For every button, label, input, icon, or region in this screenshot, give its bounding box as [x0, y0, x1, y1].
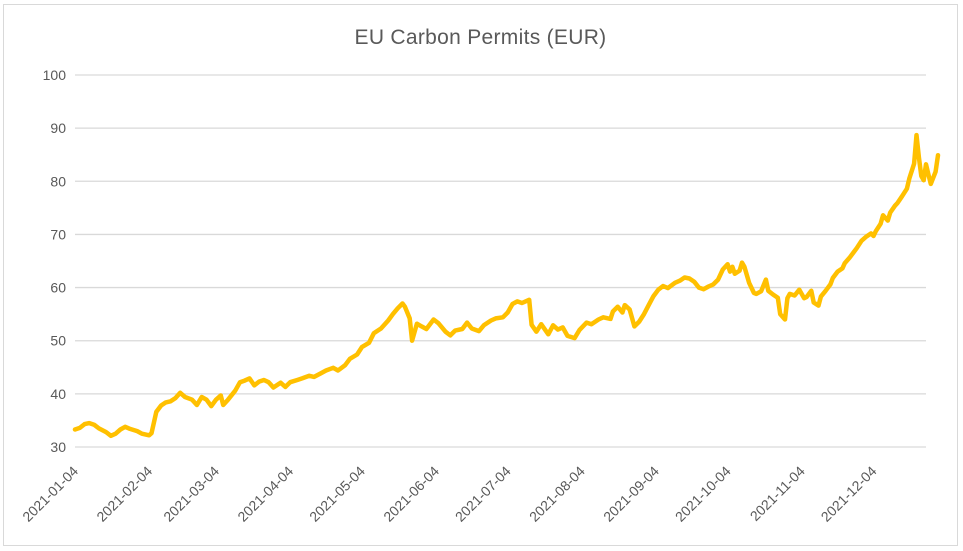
x-axis-label: 2021-09-04: [600, 463, 662, 525]
x-axis-label: 2021-06-04: [380, 463, 442, 525]
x-axis-label: 2021-01-04: [19, 463, 81, 525]
x-axis-label: 2021-11-04: [747, 463, 808, 524]
x-axis-label: 2021-07-04: [452, 463, 514, 525]
x-axis-label: 2021-12-04: [818, 463, 880, 525]
y-axis-label: 100: [43, 67, 67, 83]
y-axis-label: 50: [50, 333, 66, 349]
chart-frame-border: [3, 4, 958, 546]
y-axis-label: 80: [50, 173, 66, 189]
x-axis-label: 2021-05-04: [306, 463, 368, 525]
y-axis-label: 30: [50, 439, 66, 455]
chart-title: EU Carbon Permits (EUR): [354, 26, 607, 49]
x-axis-label: 2021-10-04: [672, 463, 734, 525]
y-axis-label: 60: [50, 280, 66, 296]
x-axis-label: 2021-04-04: [234, 463, 296, 525]
x-axis-label: 2021-08-04: [526, 463, 588, 525]
price-line: [72, 132, 941, 439]
x-axis-label: 2021-03-04: [160, 463, 222, 525]
x-axis-label: 2021-02-04: [93, 463, 155, 525]
y-axis-label: 70: [50, 226, 66, 242]
y-axis-label: 90: [50, 120, 66, 136]
y-axis-label: 40: [50, 386, 66, 402]
